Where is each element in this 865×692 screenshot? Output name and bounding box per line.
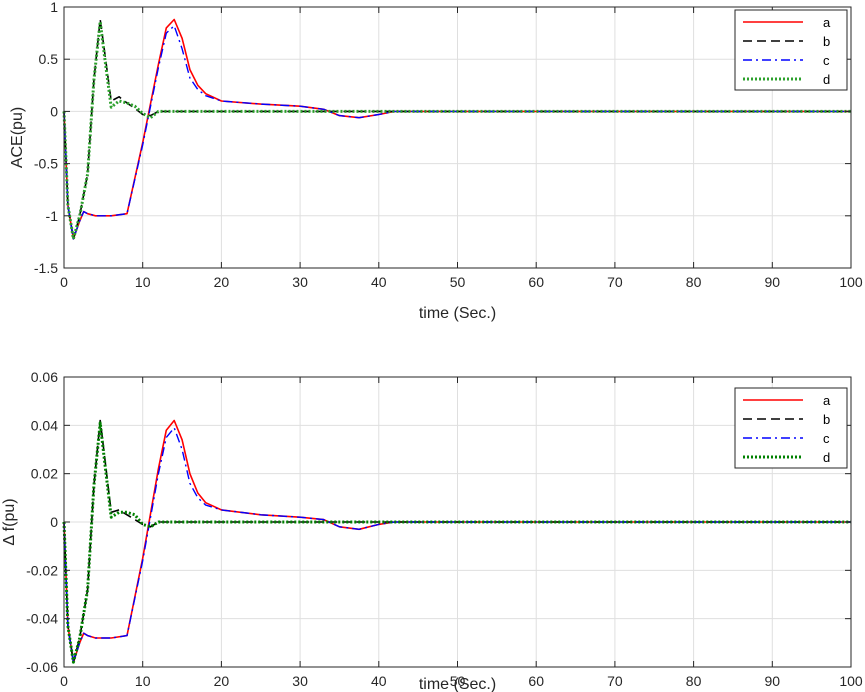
series-line-d — [62, 20, 851, 241]
y-tick-label: 0 — [50, 103, 58, 119]
x-tick-label: 80 — [686, 274, 702, 290]
y-tick-label: -0.06 — [26, 659, 58, 675]
x-tick-label: 100 — [839, 673, 863, 689]
y-tick-label: -0.5 — [34, 156, 58, 172]
x-tick-label: 20 — [214, 274, 230, 290]
series-line-c — [63, 427, 851, 663]
x-tick-label: 30 — [292, 274, 308, 290]
y-axis-label: ACE(pu) — [9, 107, 26, 168]
y-tick-label: -0.04 — [26, 611, 58, 627]
x-tick-label: 10 — [135, 673, 151, 689]
x-tick-label: 90 — [765, 274, 781, 290]
series-line-d — [62, 421, 851, 664]
legend-label-a: a — [823, 393, 831, 408]
x-tick-label: 90 — [765, 673, 781, 689]
x-tick-label: 0 — [60, 274, 68, 290]
frequency-deviation-chart: 0 10 20 30 40 50 60 70 80 90 100 -0.06 -0.04 -0.02 0 0.… — [1, 369, 863, 692]
x-tick-label: 10 — [135, 274, 151, 290]
x-tick-label: 0 — [60, 673, 68, 689]
x-tick-label: 40 — [371, 274, 387, 290]
legend-label-b: b — [823, 412, 830, 427]
legend-label-b: b — [823, 34, 830, 49]
x-tick-label: 60 — [528, 274, 544, 290]
x-tick-label: 50 — [450, 673, 466, 689]
y-tick-label: 0.04 — [31, 417, 58, 433]
series-line-c — [63, 25, 851, 240]
x-tick-label: 70 — [607, 673, 623, 689]
y-axis-label: Δ f(pu) — [1, 498, 18, 545]
legend-label-d: d — [823, 450, 830, 465]
y-tick-label: 0.02 — [31, 466, 58, 482]
y-tick-label: -1 — [46, 208, 59, 224]
y-tick-label: -1.5 — [34, 260, 58, 276]
x-tick-label: 50 — [450, 274, 466, 290]
y-tick-label: 0.5 — [39, 51, 59, 67]
y-tick-label: 0.06 — [31, 369, 58, 385]
ace-chart: 0 10 20 30 40 50 60 70 80 90 100 -1.5 -1 -0.5 0 0.5 1 tim… — [9, 0, 863, 322]
y-tick-label: 1 — [50, 0, 58, 15]
legend-label-a: a — [823, 15, 831, 30]
x-tick-label: 80 — [686, 673, 702, 689]
legend-label-c: c — [823, 53, 830, 68]
y-tick-label: 0 — [50, 514, 58, 530]
x-tick-label: 60 — [528, 673, 544, 689]
x-axis-label: time (Sec.) — [419, 305, 496, 322]
legend-label-c: c — [823, 431, 830, 446]
y-tick-label: -0.02 — [26, 562, 58, 578]
x-tick-label: 40 — [371, 673, 387, 689]
x-axis-label: time (Sec.) — [419, 676, 496, 692]
x-tick-label: 100 — [839, 274, 863, 290]
x-tick-label: 70 — [607, 274, 623, 290]
legend-label-d: d — [823, 72, 830, 87]
x-tick-label: 30 — [292, 673, 308, 689]
x-tick-label: 20 — [214, 673, 230, 689]
legend-box — [734, 387, 848, 469]
legend-box — [734, 9, 848, 91]
